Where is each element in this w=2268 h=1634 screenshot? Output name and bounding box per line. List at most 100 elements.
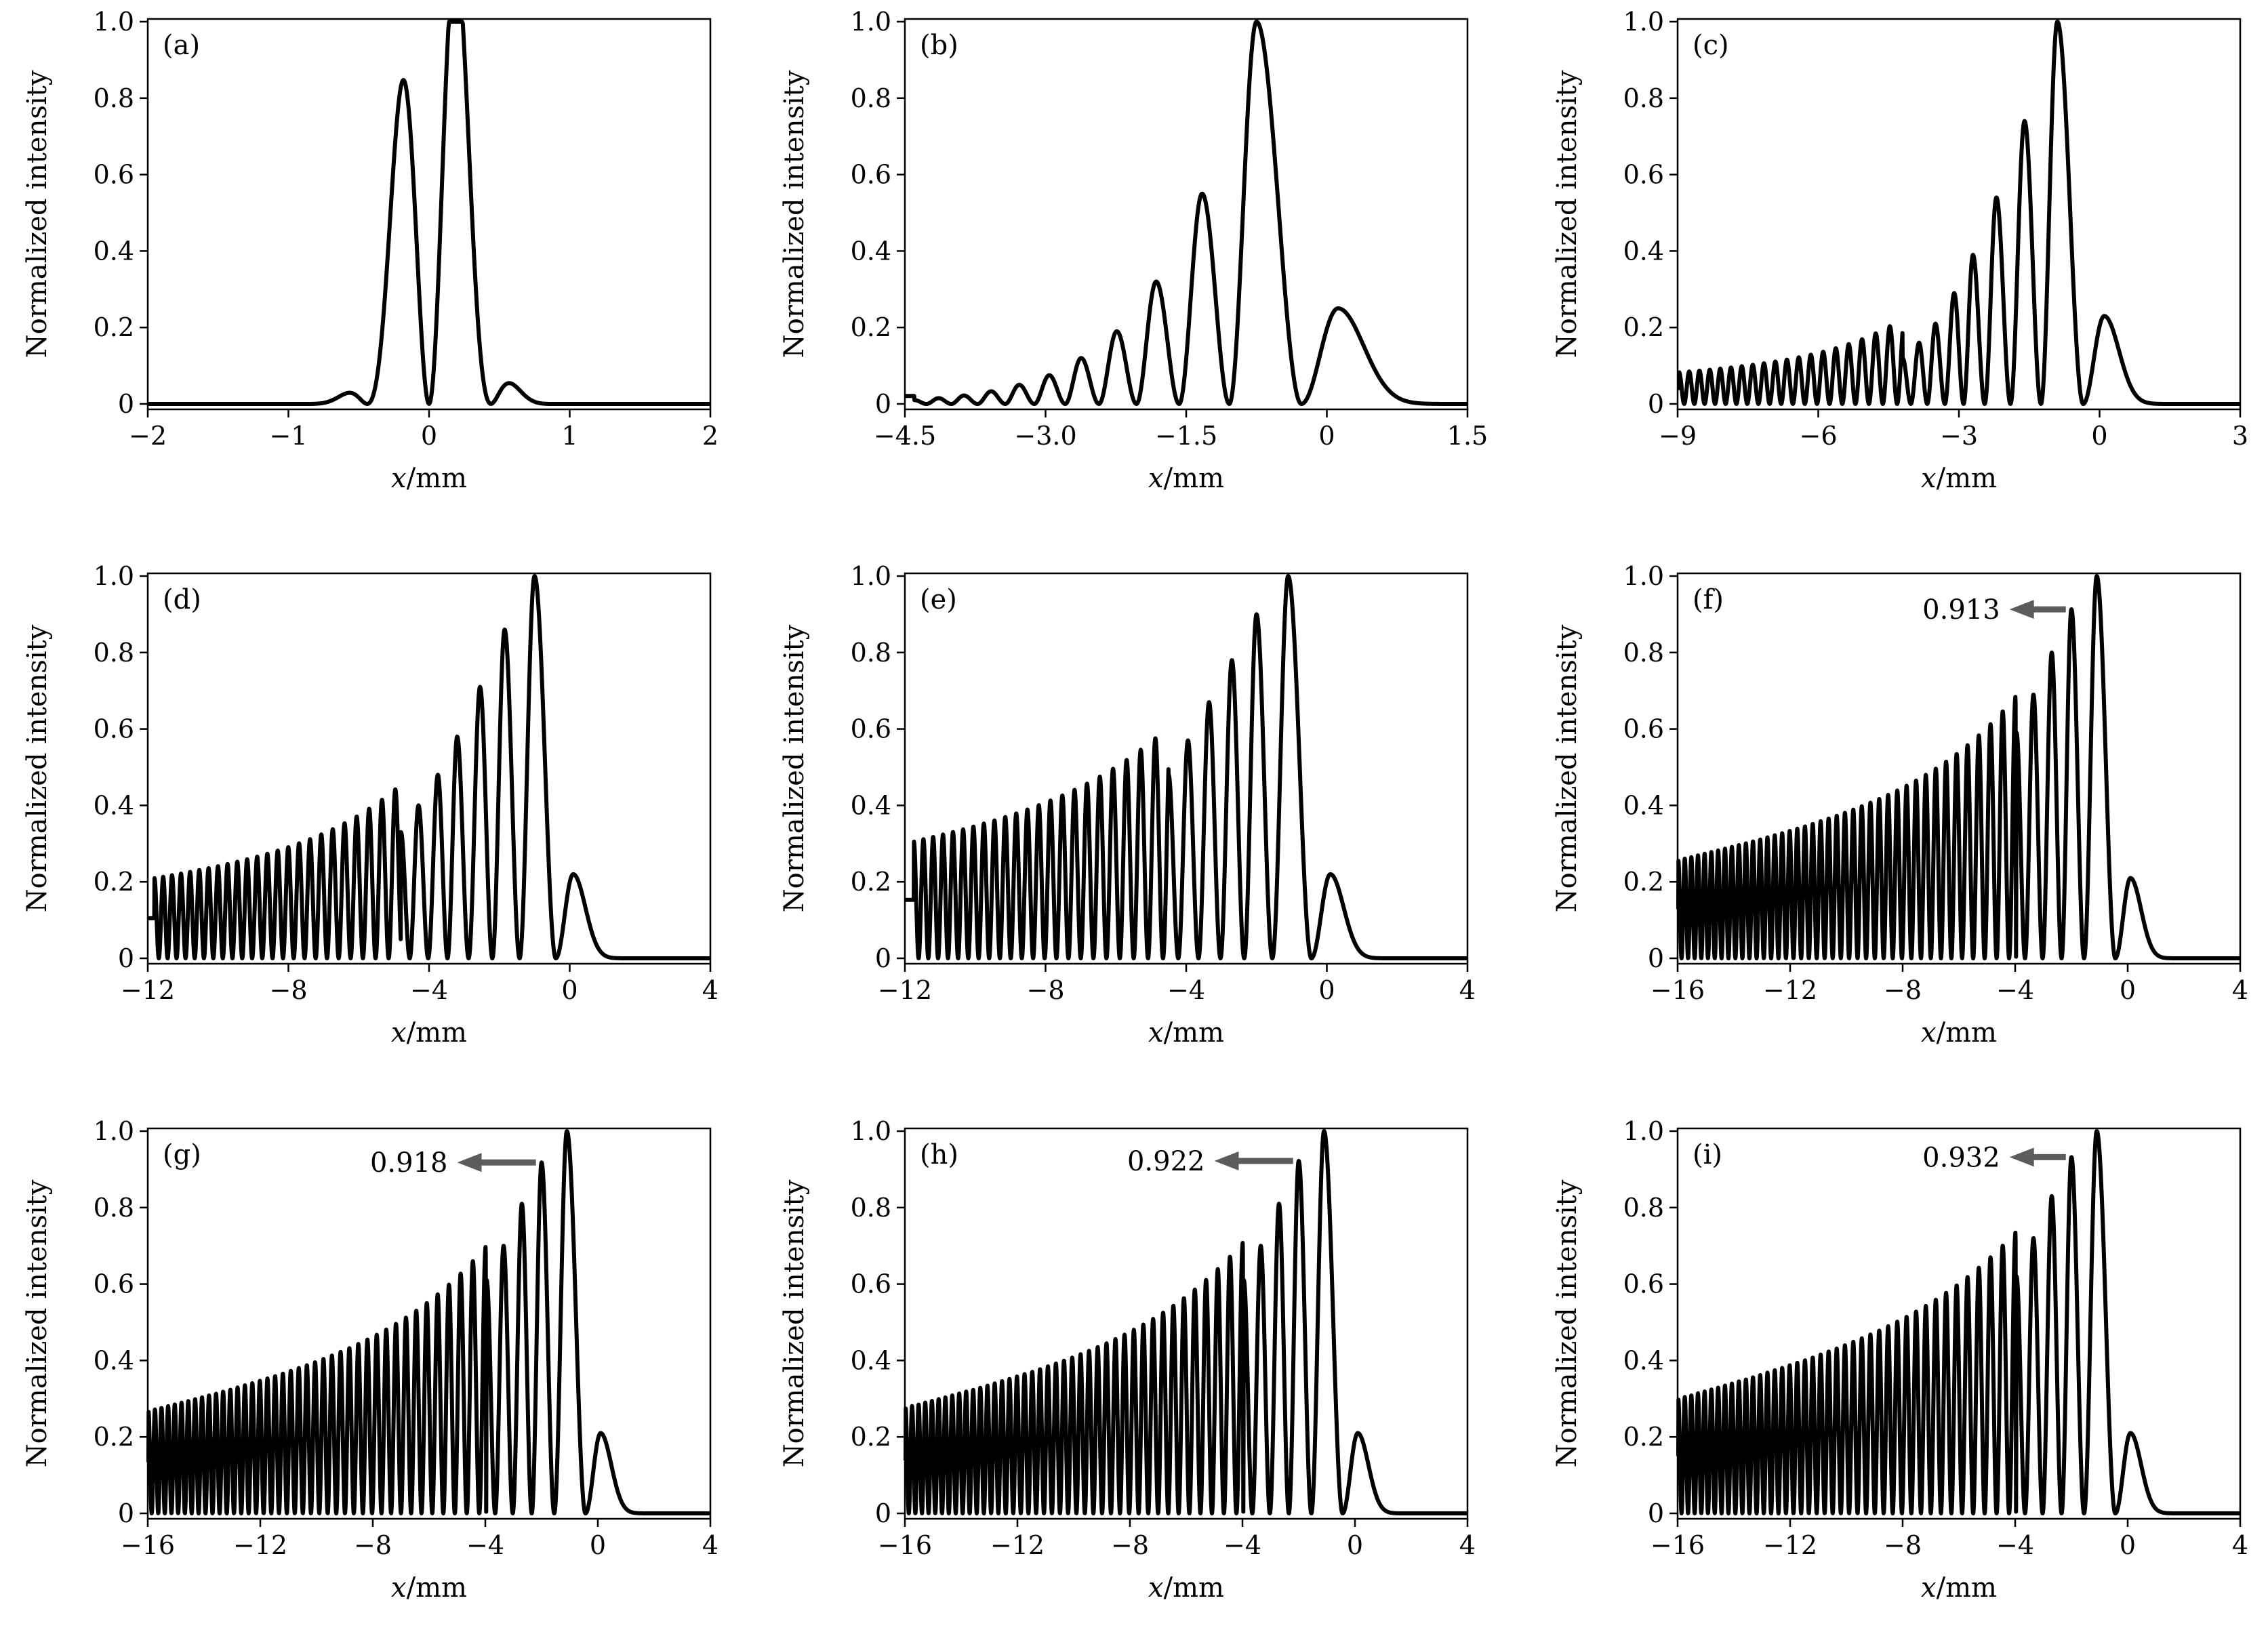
y-tick-label: 1.0 — [1623, 561, 1664, 591]
annotation-label: 0.922 — [1127, 1146, 1205, 1177]
y-tick-label: 1.0 — [851, 7, 891, 37]
y-tick-label: 0.4 — [94, 1345, 134, 1375]
annotation-arrow-head — [457, 1153, 482, 1172]
x-axis-var: x — [1921, 463, 1937, 494]
panel-label: (c) — [1693, 30, 1729, 61]
panel-label: (e) — [920, 584, 957, 615]
x-axis-label: x/mm — [1148, 1017, 1224, 1048]
y-tick-label: 0.2 — [1623, 1422, 1664, 1452]
intensity-curve — [903, 20, 1470, 406]
x-tick-label: −16 — [121, 1530, 175, 1560]
chart-panel-f: −16 −12 −8 −4 0 4 0 0.2 0.4 0.6 0.8 1.0 (f) x/mm Norma… — [1552, 561, 2248, 1048]
panel-label: (g) — [163, 1139, 201, 1170]
x-axis-label: x/mm — [1921, 1017, 1997, 1048]
y-tick-label: 0.8 — [851, 638, 891, 668]
x-tick-label: 4 — [1459, 975, 1476, 1005]
x-axis-unit: /mm — [407, 463, 467, 494]
y-tick-label: 0.2 — [94, 312, 134, 342]
x-axis-label: x/mm — [1921, 1572, 1997, 1604]
x-tick-label: −12 — [1763, 1530, 1817, 1560]
x-tick-label: −4 — [1167, 975, 1205, 1005]
x-tick-label: −16 — [878, 1530, 932, 1560]
x-axis-unit: /mm — [1164, 1572, 1224, 1604]
x-tick-label: 0 — [421, 421, 437, 451]
y-tick-label: 0.8 — [1623, 1193, 1664, 1223]
y-tick-label: 0.6 — [851, 714, 891, 744]
y-tick-label: 0.6 — [94, 1269, 134, 1299]
y-tick-label: 0 — [1648, 943, 1664, 973]
x-axis-var: x — [1148, 1572, 1164, 1604]
x-axis-unit: /mm — [1164, 1017, 1224, 1048]
x-tick-label: −8 — [354, 1530, 392, 1560]
y-tick-label: 1.0 — [1623, 7, 1664, 37]
y-axis-label: Normalized intensity — [779, 624, 810, 912]
y-tick-label: 1.0 — [851, 1116, 891, 1146]
x-tick-label: −12 — [121, 975, 175, 1005]
y-tick-label: 0.6 — [851, 1269, 891, 1299]
x-tick-label: 4 — [702, 975, 718, 1005]
y-tick-label: 0.6 — [1623, 714, 1664, 744]
y-tick-label: 0.2 — [1623, 867, 1664, 897]
plot-frame — [146, 1127, 712, 1520]
y-tick-label: 0.2 — [1623, 312, 1664, 342]
x-tick-label: −2 — [129, 421, 167, 451]
y-tick-label: 0.8 — [94, 638, 134, 668]
y-tick-label: 0.6 — [94, 714, 134, 744]
chart-panel-e: −12 −8 −4 0 4 0 0.2 0.4 0.6 0.8 1.0 (e) x/mm Normaliz… — [779, 561, 1476, 1048]
y-tick-label: 0.4 — [851, 790, 891, 820]
x-tick-label: 0 — [561, 975, 578, 1005]
x-tick-label: −4 — [466, 1530, 504, 1560]
x-tick-label: 0 — [2120, 975, 2136, 1005]
x-axis-label: x/mm — [391, 1017, 467, 1048]
intensity-curve — [1676, 574, 2242, 960]
y-tick-label: 0.6 — [1623, 1269, 1664, 1299]
x-tick-label: −12 — [233, 1530, 287, 1560]
x-tick-label: −3 — [1940, 421, 1978, 451]
y-tick-label: 0 — [875, 943, 891, 973]
y-tick-label: 0.4 — [1623, 1345, 1664, 1375]
x-tick-label: −1.5 — [1155, 421, 1217, 451]
x-tick-label: −12 — [1763, 975, 1817, 1005]
x-axis-var: x — [391, 1572, 407, 1604]
x-tick-label: 2 — [702, 421, 718, 451]
y-tick-label: 0 — [1648, 389, 1664, 419]
x-tick-label: −16 — [1651, 1530, 1705, 1560]
chart-panel-h: −16 −12 −8 −4 0 4 0 0.2 0.4 0.6 0.8 1.0 (h) x/mm Norma… — [779, 1116, 1476, 1604]
x-tick-label: 0 — [1318, 421, 1335, 451]
x-tick-label: −12 — [990, 1530, 1045, 1560]
x-tick-label: −9 — [1659, 421, 1697, 451]
y-axis-label: Normalized intensity — [779, 1179, 810, 1467]
plot-frame — [146, 18, 712, 411]
y-tick-label: 0.6 — [1623, 160, 1664, 190]
y-tick-label: 0 — [875, 389, 891, 419]
y-axis-label: Normalized intensity — [1552, 70, 1583, 358]
x-tick-label: −4.5 — [874, 421, 936, 451]
panel-label: (d) — [163, 584, 201, 615]
chart-panel-c: −9 −6 −3 0 3 0 0.2 0.4 0.6 0.8 1.0 (c) x/mm Normalize… — [1552, 7, 2248, 494]
x-tick-label: −8 — [269, 975, 307, 1005]
plot-frame — [904, 1127, 1469, 1520]
x-tick-label: 4 — [1459, 1530, 1476, 1560]
chart-panel-d: −12 −8 −4 0 4 0 0.2 0.4 0.6 0.8 1.0 (d) x/mm Normaliz… — [22, 561, 718, 1048]
x-tick-label: −8 — [1884, 1530, 1922, 1560]
panel-label: (a) — [163, 30, 200, 61]
x-tick-label: 4 — [2232, 975, 2248, 1005]
x-axis-label: x/mm — [1148, 1572, 1224, 1604]
x-axis-label: x/mm — [391, 1572, 467, 1604]
y-tick-label: 0.4 — [851, 236, 891, 266]
y-tick-label: 1.0 — [1623, 1116, 1664, 1146]
x-tick-label: 1 — [561, 421, 578, 451]
panel-label: (i) — [1693, 1139, 1722, 1170]
x-tick-label: 1.5 — [1447, 421, 1488, 451]
y-axis-label: Normalized intensity — [22, 624, 53, 912]
intensity-curve — [146, 20, 712, 406]
x-tick-label: −1 — [269, 421, 307, 451]
annotation-arrow-head — [2009, 600, 2034, 619]
plot-frame — [146, 572, 712, 965]
y-axis-label: Normalized intensity — [22, 1179, 53, 1467]
x-axis-label: x/mm — [391, 463, 467, 494]
x-tick-label: 4 — [702, 1530, 718, 1560]
y-tick-label: 0.4 — [94, 236, 134, 266]
x-tick-label: 0 — [1318, 975, 1335, 1005]
